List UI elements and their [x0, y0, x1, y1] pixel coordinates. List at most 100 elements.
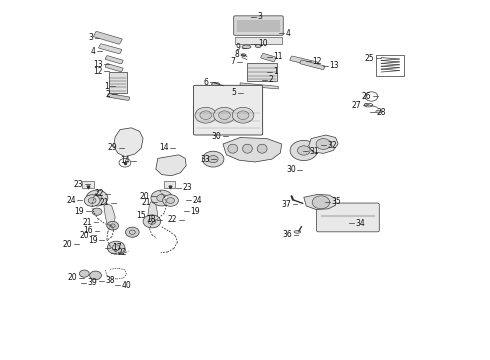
Ellipse shape [243, 144, 252, 153]
Ellipse shape [241, 54, 246, 56]
Circle shape [92, 208, 102, 215]
Circle shape [107, 241, 125, 254]
Text: 36: 36 [282, 230, 292, 239]
Text: 14: 14 [120, 156, 130, 165]
Text: 30: 30 [286, 165, 296, 174]
Text: 30: 30 [212, 132, 221, 140]
Text: 7: 7 [230, 57, 235, 66]
Text: 14: 14 [159, 143, 169, 152]
Text: 34: 34 [356, 219, 366, 228]
Circle shape [200, 111, 212, 120]
Circle shape [312, 196, 330, 209]
Circle shape [110, 224, 115, 228]
Text: 24: 24 [66, 196, 76, 204]
Circle shape [86, 190, 108, 206]
Circle shape [163, 195, 178, 206]
Circle shape [143, 215, 161, 228]
FancyBboxPatch shape [105, 56, 123, 64]
Circle shape [237, 111, 249, 120]
Circle shape [232, 107, 254, 123]
FancyBboxPatch shape [98, 44, 122, 54]
Text: 28: 28 [376, 108, 386, 117]
Circle shape [157, 194, 167, 202]
FancyBboxPatch shape [300, 60, 325, 69]
FancyBboxPatch shape [235, 37, 282, 44]
Circle shape [79, 270, 89, 277]
Text: 4: 4 [285, 29, 290, 37]
Text: 21: 21 [83, 218, 92, 227]
FancyBboxPatch shape [94, 31, 122, 44]
Circle shape [167, 198, 174, 203]
Ellipse shape [237, 90, 242, 96]
Circle shape [195, 107, 217, 123]
FancyBboxPatch shape [194, 85, 263, 135]
Text: 9: 9 [235, 43, 240, 52]
FancyBboxPatch shape [290, 56, 318, 66]
Ellipse shape [242, 45, 251, 49]
Text: 11: 11 [273, 52, 283, 61]
Text: 29: 29 [108, 143, 118, 152]
FancyBboxPatch shape [317, 203, 379, 232]
Text: 37: 37 [281, 200, 291, 209]
Polygon shape [148, 202, 158, 226]
Text: 39: 39 [87, 278, 97, 287]
Text: 31: 31 [310, 147, 319, 156]
Polygon shape [240, 83, 278, 89]
FancyBboxPatch shape [109, 72, 127, 93]
Ellipse shape [255, 45, 261, 48]
Circle shape [219, 111, 230, 120]
Text: 23: 23 [182, 184, 192, 192]
Text: 5: 5 [231, 88, 236, 97]
Text: 24: 24 [192, 196, 202, 204]
Circle shape [129, 230, 135, 234]
Text: 13: 13 [93, 60, 103, 69]
Text: 33: 33 [200, 154, 210, 163]
Text: 10: 10 [258, 40, 268, 49]
Text: 15: 15 [136, 211, 146, 220]
FancyBboxPatch shape [234, 16, 283, 35]
Ellipse shape [228, 144, 238, 153]
FancyBboxPatch shape [105, 64, 123, 72]
Polygon shape [114, 128, 143, 157]
Circle shape [290, 140, 318, 161]
Ellipse shape [257, 144, 267, 153]
Circle shape [148, 219, 156, 224]
Circle shape [297, 146, 310, 155]
Text: 20: 20 [140, 192, 149, 201]
Text: 25: 25 [365, 54, 374, 63]
Text: 3: 3 [258, 12, 263, 22]
Text: 8: 8 [234, 50, 239, 59]
Ellipse shape [212, 82, 220, 86]
Text: 2: 2 [269, 76, 273, 85]
Circle shape [125, 227, 139, 237]
Text: 22: 22 [118, 248, 127, 257]
Text: 2: 2 [106, 90, 111, 99]
Text: 20: 20 [68, 274, 77, 282]
Text: 3: 3 [88, 33, 93, 42]
Text: 19: 19 [74, 207, 84, 216]
Text: 18: 18 [147, 215, 156, 224]
Text: 13: 13 [329, 61, 339, 70]
FancyBboxPatch shape [247, 63, 277, 81]
Polygon shape [304, 194, 336, 210]
Circle shape [84, 195, 100, 206]
FancyBboxPatch shape [107, 94, 130, 100]
Text: 4: 4 [91, 46, 96, 55]
Text: 1: 1 [104, 82, 109, 91]
Ellipse shape [376, 110, 382, 113]
Text: 26: 26 [362, 92, 371, 101]
Text: 19: 19 [88, 236, 98, 245]
Circle shape [208, 156, 218, 163]
Text: 35: 35 [331, 197, 341, 206]
Text: 6: 6 [203, 77, 208, 86]
Circle shape [90, 271, 101, 280]
Polygon shape [156, 155, 186, 176]
Text: 40: 40 [122, 281, 131, 289]
FancyBboxPatch shape [82, 181, 94, 188]
Circle shape [92, 194, 102, 202]
Text: 19: 19 [190, 207, 200, 216]
Text: 22: 22 [168, 215, 177, 224]
Circle shape [151, 190, 172, 206]
Text: 1: 1 [273, 68, 278, 77]
Text: 27: 27 [352, 100, 362, 109]
